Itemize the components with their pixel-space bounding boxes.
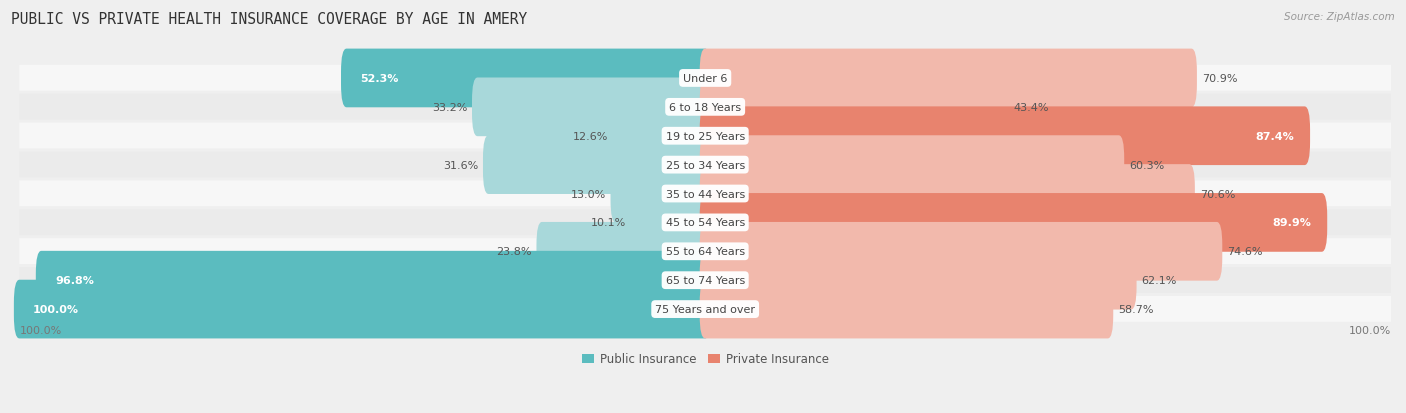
FancyBboxPatch shape [20,210,1391,235]
FancyBboxPatch shape [700,50,1197,108]
FancyBboxPatch shape [700,194,1327,252]
Text: 55 to 64 Years: 55 to 64 Years [665,247,745,256]
Text: 100.0%: 100.0% [34,304,79,314]
Text: 70.6%: 70.6% [1199,189,1234,199]
Text: 60.3%: 60.3% [1129,160,1164,170]
FancyBboxPatch shape [700,107,1310,166]
Text: 75 Years and over: 75 Years and over [655,304,755,314]
Legend: Public Insurance, Private Insurance: Public Insurance, Private Insurance [576,348,834,370]
FancyBboxPatch shape [14,280,710,339]
Text: 6 to 18 Years: 6 to 18 Years [669,102,741,113]
FancyBboxPatch shape [700,165,1195,223]
FancyBboxPatch shape [630,194,710,252]
FancyBboxPatch shape [20,181,1391,207]
Text: 58.7%: 58.7% [1118,304,1153,314]
FancyBboxPatch shape [700,280,1114,339]
FancyBboxPatch shape [20,152,1391,178]
Text: Source: ZipAtlas.com: Source: ZipAtlas.com [1284,12,1395,22]
Text: 65 to 74 Years: 65 to 74 Years [665,275,745,285]
FancyBboxPatch shape [20,123,1391,149]
FancyBboxPatch shape [700,223,1222,281]
FancyBboxPatch shape [20,66,1391,91]
Text: 35 to 44 Years: 35 to 44 Years [665,189,745,199]
Text: 62.1%: 62.1% [1142,275,1177,285]
Text: Under 6: Under 6 [683,74,727,84]
Text: 33.2%: 33.2% [432,102,467,113]
Text: 45 to 54 Years: 45 to 54 Years [665,218,745,228]
FancyBboxPatch shape [484,136,710,195]
FancyBboxPatch shape [700,78,1008,137]
FancyBboxPatch shape [20,239,1391,264]
Text: 43.4%: 43.4% [1014,102,1049,113]
Text: 23.8%: 23.8% [496,247,531,256]
FancyBboxPatch shape [537,223,710,281]
Text: 31.6%: 31.6% [443,160,478,170]
Text: 12.6%: 12.6% [574,131,609,141]
Text: 10.1%: 10.1% [591,218,626,228]
FancyBboxPatch shape [20,95,1391,120]
FancyBboxPatch shape [700,251,1136,310]
FancyBboxPatch shape [613,107,710,166]
Text: 52.3%: 52.3% [360,74,398,84]
Text: 19 to 25 Years: 19 to 25 Years [665,131,745,141]
FancyBboxPatch shape [700,136,1125,195]
Text: 13.0%: 13.0% [571,189,606,199]
Text: 74.6%: 74.6% [1227,247,1263,256]
FancyBboxPatch shape [35,251,710,310]
Text: 100.0%: 100.0% [1348,325,1391,335]
FancyBboxPatch shape [342,50,710,108]
Text: 89.9%: 89.9% [1272,218,1312,228]
FancyBboxPatch shape [472,78,710,137]
Text: 96.8%: 96.8% [55,275,94,285]
Text: PUBLIC VS PRIVATE HEALTH INSURANCE COVERAGE BY AGE IN AMERY: PUBLIC VS PRIVATE HEALTH INSURANCE COVER… [11,12,527,27]
Text: 87.4%: 87.4% [1256,131,1295,141]
Text: 70.9%: 70.9% [1202,74,1237,84]
FancyBboxPatch shape [610,165,710,223]
FancyBboxPatch shape [20,296,1391,322]
Text: 25 to 34 Years: 25 to 34 Years [665,160,745,170]
FancyBboxPatch shape [20,268,1391,293]
Text: 100.0%: 100.0% [20,325,62,335]
